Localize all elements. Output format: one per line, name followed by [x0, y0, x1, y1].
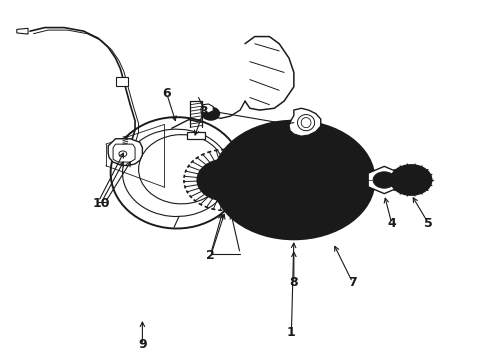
Polygon shape [116, 77, 128, 86]
Polygon shape [368, 166, 400, 194]
Circle shape [398, 170, 424, 190]
Circle shape [311, 176, 322, 184]
Circle shape [295, 192, 306, 200]
Text: 3: 3 [199, 105, 208, 118]
Polygon shape [113, 144, 135, 162]
Circle shape [221, 163, 230, 170]
Circle shape [270, 166, 281, 174]
Polygon shape [289, 108, 321, 136]
Polygon shape [187, 132, 205, 139]
Text: 10: 10 [92, 197, 110, 210]
Circle shape [283, 172, 305, 188]
Text: 5: 5 [424, 216, 433, 230]
Circle shape [210, 188, 219, 194]
Circle shape [295, 160, 306, 168]
Text: 1: 1 [287, 326, 296, 339]
Text: 6: 6 [163, 87, 171, 100]
Circle shape [270, 186, 281, 194]
Circle shape [197, 159, 254, 201]
Circle shape [262, 157, 326, 203]
Polygon shape [201, 104, 213, 113]
Circle shape [232, 188, 241, 194]
Circle shape [245, 144, 343, 216]
Circle shape [385, 174, 391, 178]
Text: 8: 8 [290, 276, 298, 289]
Circle shape [272, 164, 316, 196]
Circle shape [375, 178, 381, 182]
Circle shape [213, 121, 374, 239]
Circle shape [391, 165, 432, 195]
Circle shape [373, 172, 395, 188]
Polygon shape [17, 28, 28, 34]
Text: 7: 7 [348, 276, 357, 289]
Polygon shape [108, 139, 143, 166]
Circle shape [202, 107, 220, 120]
Circle shape [239, 172, 247, 179]
Circle shape [203, 172, 212, 179]
Circle shape [385, 182, 391, 186]
Text: 9: 9 [138, 338, 147, 351]
Text: 2: 2 [206, 249, 215, 262]
Text: 4: 4 [387, 216, 396, 230]
